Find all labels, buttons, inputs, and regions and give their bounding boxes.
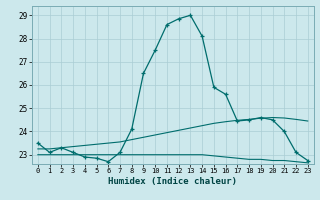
X-axis label: Humidex (Indice chaleur): Humidex (Indice chaleur) xyxy=(108,177,237,186)
